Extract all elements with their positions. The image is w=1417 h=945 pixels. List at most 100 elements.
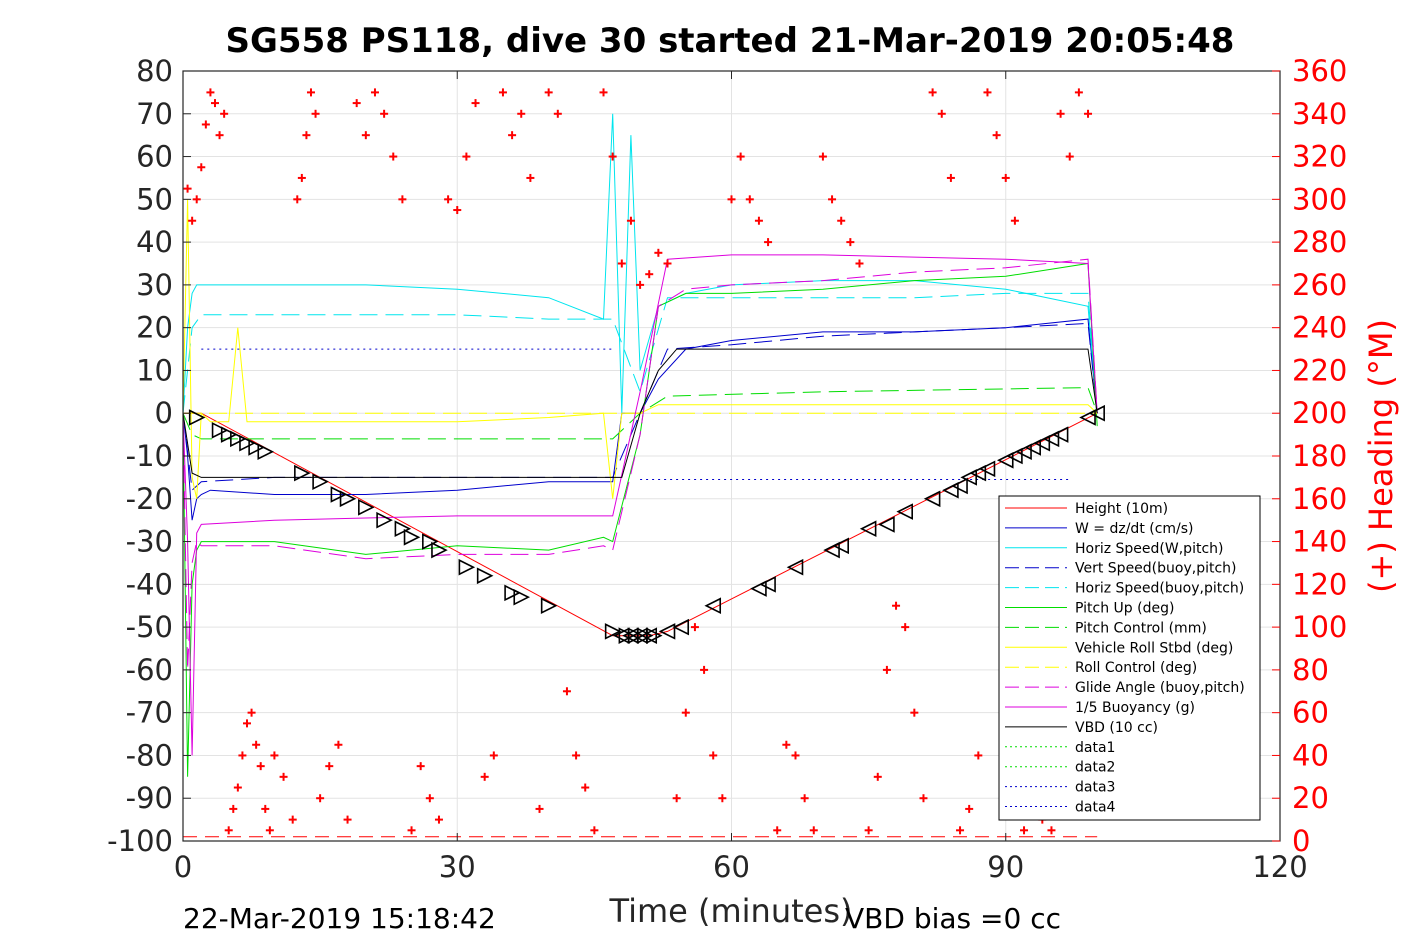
heading-point xyxy=(380,109,389,118)
heading-point xyxy=(306,88,315,97)
triangle-marker xyxy=(1024,439,1041,456)
heading-point xyxy=(672,794,681,803)
y2-tick-label: 160 xyxy=(1292,482,1347,516)
y-tick-label: 30 xyxy=(136,268,173,302)
heading-point xyxy=(800,794,809,803)
y-tick-label: -10 xyxy=(126,439,173,473)
legend: Height (10m) W = dz/dt (cm/s) Horiz Speed(… xyxy=(998,495,1261,821)
y2-tick-label: 180 xyxy=(1292,439,1347,473)
heading-point xyxy=(837,216,846,225)
heading-point xyxy=(471,99,480,108)
heading-point xyxy=(302,131,311,140)
y-tick-label: 50 xyxy=(136,182,173,216)
triangle-marker xyxy=(823,541,840,559)
triangle-marker xyxy=(220,426,238,443)
heading-point xyxy=(1065,152,1074,161)
y2-tick-label: 20 xyxy=(1292,781,1329,815)
triangle-marker xyxy=(759,576,776,593)
triangle-marker xyxy=(239,434,256,452)
heading-point xyxy=(956,826,965,835)
heading-point xyxy=(590,826,599,835)
heading-point xyxy=(773,826,782,835)
heading-point xyxy=(754,216,763,225)
triangle-marker xyxy=(640,627,658,644)
footer-vbd-bias: VBD bias =0 cc xyxy=(845,902,1061,935)
x-tick-label: 90 xyxy=(987,850,1024,884)
heading-point xyxy=(480,772,489,781)
heading-point xyxy=(352,99,361,108)
triangle-marker xyxy=(230,430,247,448)
triangle-marker xyxy=(859,520,877,538)
y2-tick-label: 280 xyxy=(1292,225,1347,259)
series-line-height xyxy=(183,412,1098,637)
heading-point xyxy=(581,783,590,792)
triangle-marker xyxy=(248,439,265,456)
heading-point xyxy=(1074,88,1083,97)
heading-point xyxy=(562,687,571,696)
heading-point xyxy=(873,772,882,781)
heading-point xyxy=(229,804,238,813)
y-tick-label: -90 xyxy=(126,781,173,815)
triangle-marker xyxy=(540,597,558,615)
heading-point xyxy=(279,772,288,781)
heading-point xyxy=(782,740,791,749)
triangle-marker xyxy=(704,597,722,615)
heading-point xyxy=(965,804,974,813)
heading-point xyxy=(1047,826,1056,835)
triangle-marker xyxy=(658,623,676,640)
heading-point xyxy=(261,804,270,813)
legend-label-data1: data1 xyxy=(1075,740,1115,756)
heading-point xyxy=(201,120,210,129)
heading-point xyxy=(690,623,699,632)
heading-point xyxy=(736,152,745,161)
heading-point xyxy=(398,195,407,204)
y2-tick-label: 300 xyxy=(1292,182,1347,216)
heading-point xyxy=(453,206,462,215)
y-tick-label: 60 xyxy=(136,140,173,174)
y-tick-label: -60 xyxy=(126,653,173,687)
heading-points-layer xyxy=(183,88,1093,835)
triangle-marker xyxy=(1088,404,1105,422)
legend-label-data3: data3 xyxy=(1075,780,1115,796)
heading-point xyxy=(247,708,256,717)
legend-label-horiz_speed_buoy: Horiz Speed(buoy,pitch) xyxy=(1075,581,1244,597)
y-tick-label: -40 xyxy=(126,567,173,601)
heading-point xyxy=(288,815,297,824)
heading-point xyxy=(526,173,535,182)
heading-point xyxy=(407,826,416,835)
series-line-pitch_control xyxy=(183,387,1098,440)
triangle-marker xyxy=(627,627,645,644)
triangle-marker xyxy=(504,584,521,602)
heading-point xyxy=(220,109,229,118)
series-line-pitch xyxy=(183,262,1098,777)
triangle-marker xyxy=(996,451,1014,469)
heading-point xyxy=(983,88,992,97)
heading-point xyxy=(928,88,937,97)
triangle-marker xyxy=(188,409,206,426)
triangle-marker xyxy=(376,511,393,529)
heading-point xyxy=(654,248,663,257)
heading-point xyxy=(498,88,507,97)
heading-point xyxy=(846,238,855,247)
legend-label-horiz_speed: Horiz Speed(W,pitch) xyxy=(1075,541,1223,557)
heading-point xyxy=(992,131,1001,140)
triangle-marker xyxy=(211,422,229,439)
heading-point xyxy=(727,195,736,204)
x-tick-label: 30 xyxy=(439,850,476,884)
y2-tick-label: 40 xyxy=(1292,738,1329,772)
triangle-marker xyxy=(476,567,494,585)
triangle-marker xyxy=(969,464,987,482)
y2-tick-label: 140 xyxy=(1292,525,1347,559)
y-tick-label: -100 xyxy=(107,824,173,858)
legend-box xyxy=(998,495,1261,821)
triangle-marker xyxy=(312,473,329,490)
heading-point xyxy=(1001,173,1010,182)
heading-point xyxy=(599,88,608,97)
heading-point xyxy=(233,783,242,792)
heading-point xyxy=(946,173,955,182)
y-tick-label: -70 xyxy=(126,696,173,730)
heading-point xyxy=(325,762,334,771)
triangle-marker xyxy=(786,558,804,576)
series-layer xyxy=(183,113,1098,838)
